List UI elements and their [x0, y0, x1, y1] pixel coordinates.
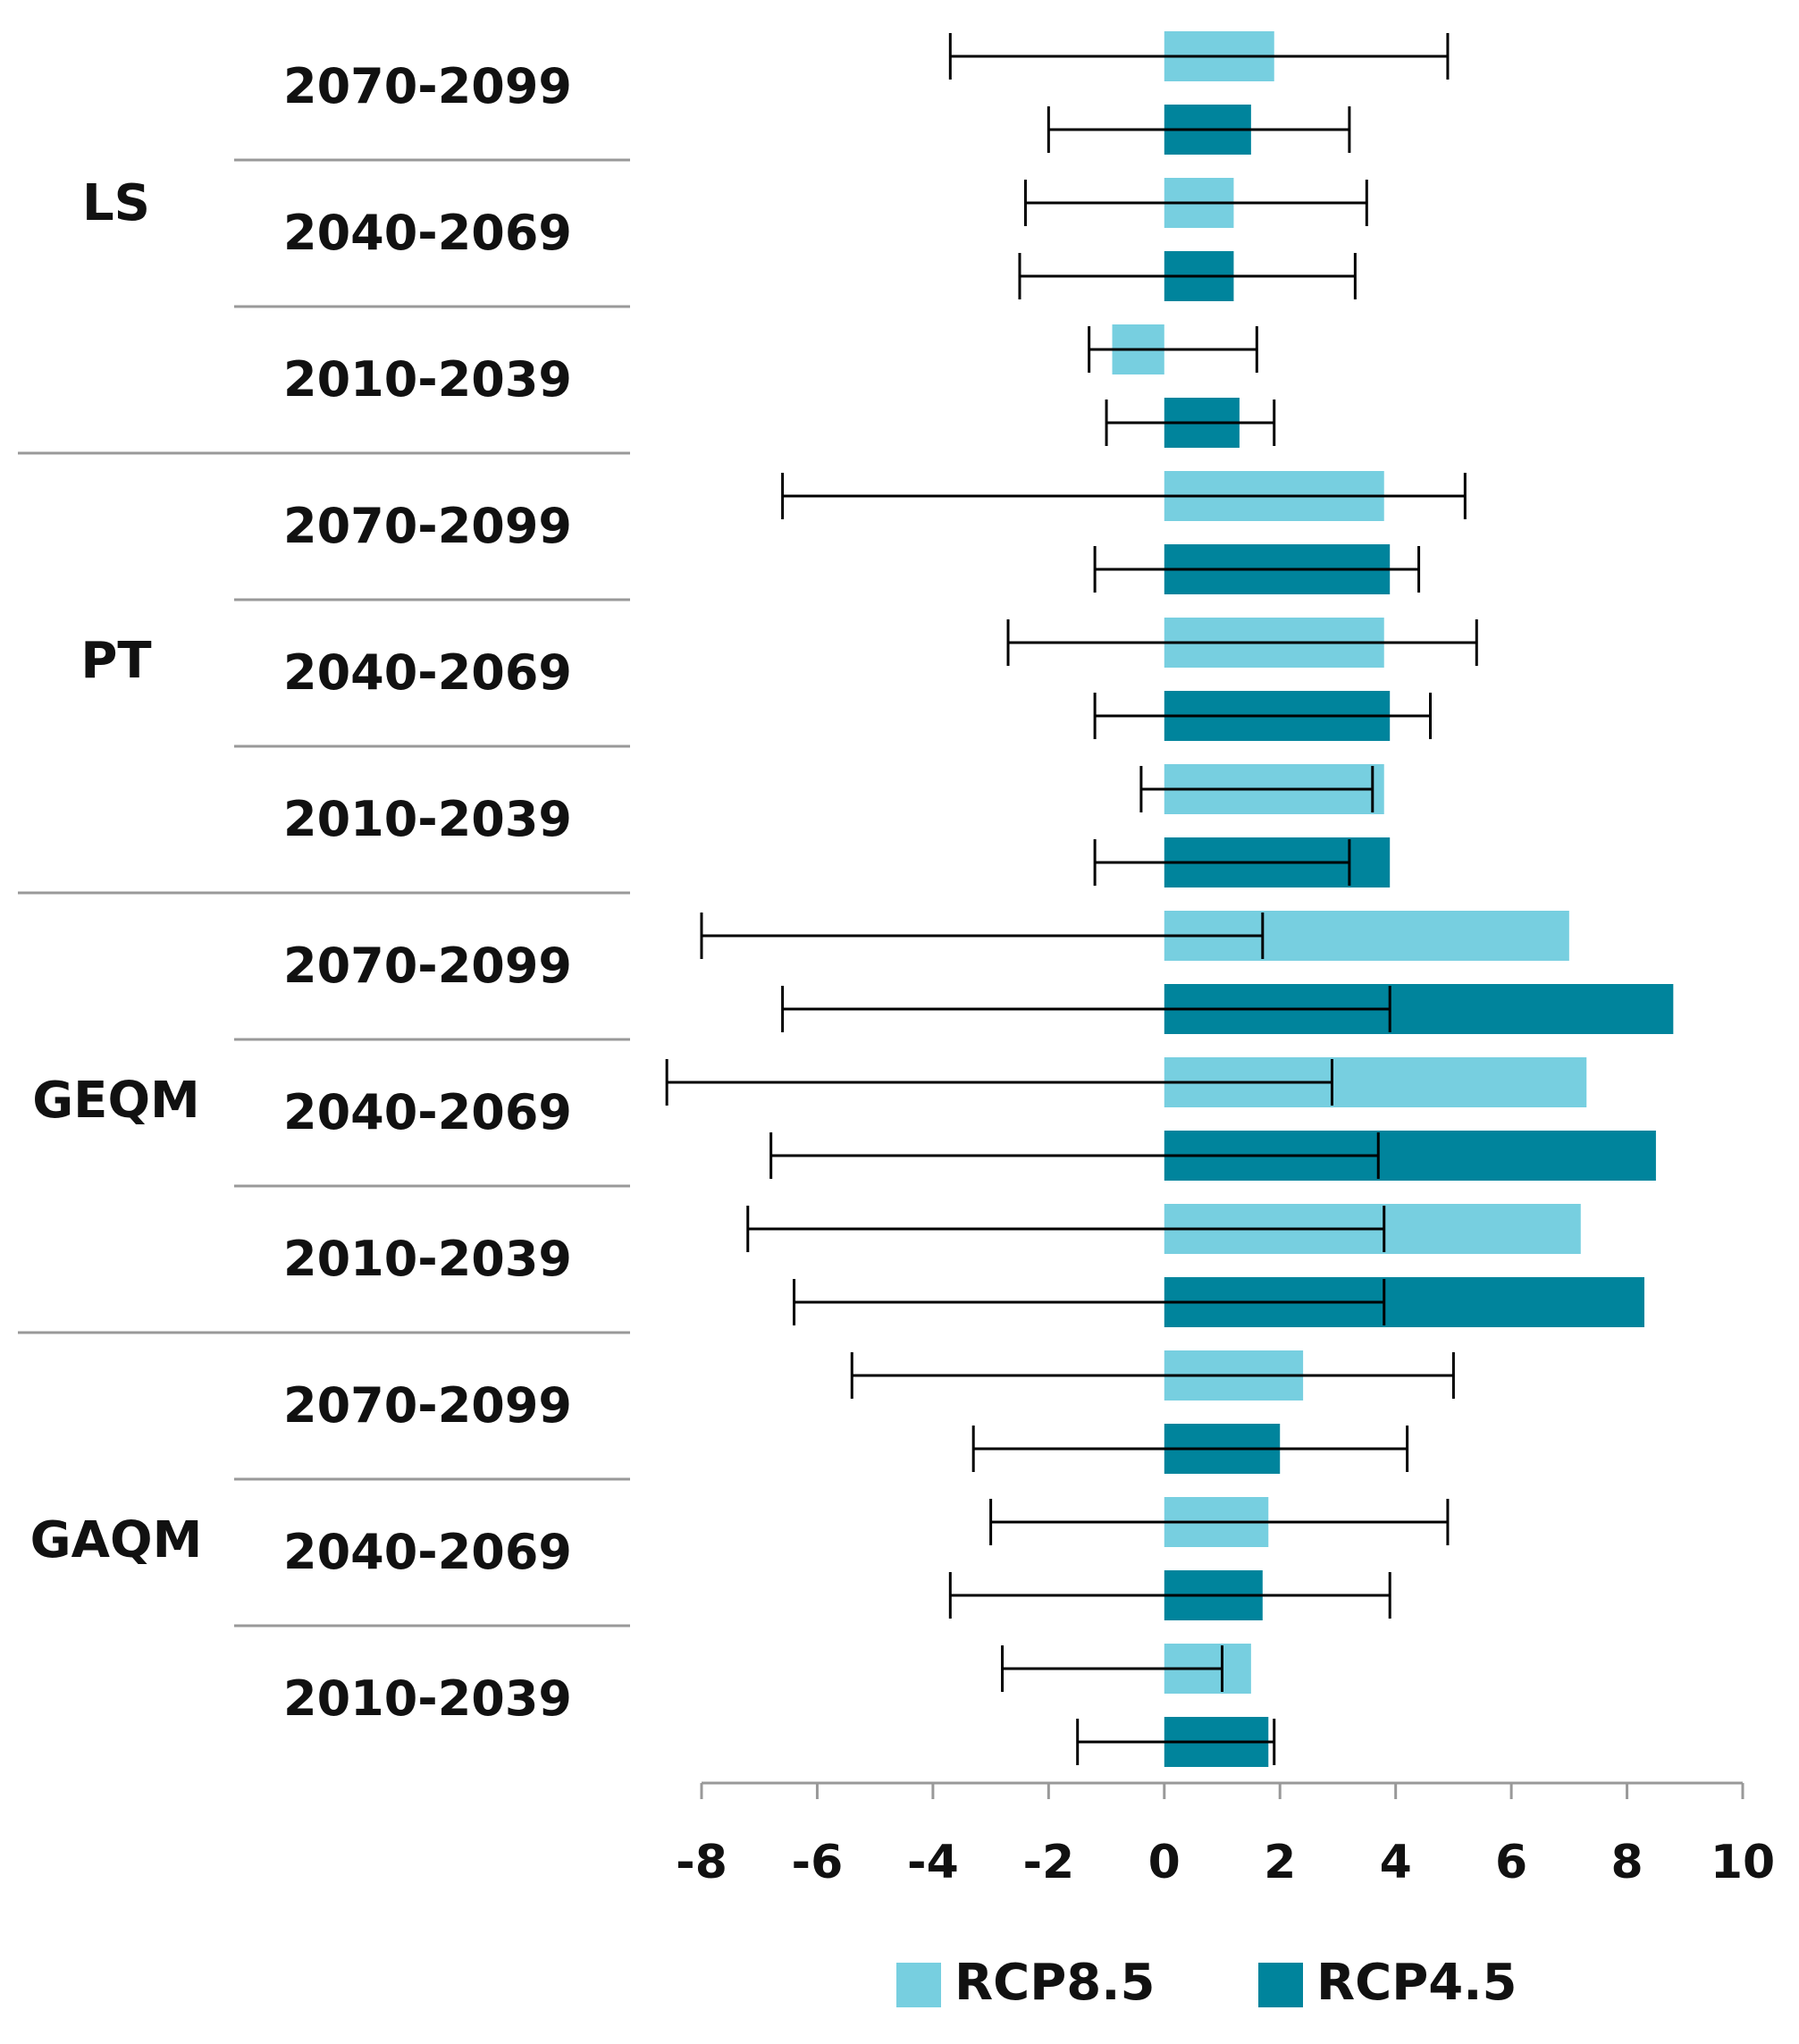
period-label: 2070-2099	[283, 1377, 572, 1434]
chart: LS 2070-2099 2040-2069 2010-2039 PT 2070-2099…	[0, 0, 1799, 2040]
x-tick-label: 0	[1148, 1836, 1181, 1889]
period-label: 2010-2039	[283, 1670, 572, 1727]
group-label: PT	[80, 632, 151, 690]
period-label: 2010-2039	[283, 791, 572, 847]
x-tick-label: 2	[1264, 1836, 1296, 1889]
period-label: 2070-2099	[283, 498, 572, 554]
group-label: GEQM	[32, 1072, 200, 1130]
x-tick-label: -4	[907, 1836, 959, 1889]
period-label: 2070-2099	[283, 938, 572, 994]
legend-swatch-rcp4-5	[1258, 1963, 1303, 2007]
period-label: 2040-2069	[283, 644, 572, 701]
chart-svg: LS 2070-2099 2040-2069 2010-2039 PT 2070-2099…	[0, 0, 1799, 2040]
x-tick-label: -8	[676, 1836, 727, 1889]
period-label: 2040-2069	[283, 1524, 572, 1580]
legend-label: RCP4.5	[1316, 1954, 1517, 2012]
x-tick-label: 10	[1711, 1836, 1775, 1889]
x-tick-label: -6	[792, 1836, 844, 1889]
legend-label: RCP8.5	[954, 1954, 1155, 2012]
period-label: 2010-2039	[283, 1231, 572, 1287]
x-tick-label: 6	[1495, 1836, 1527, 1889]
legend-swatch-rcp8-5	[896, 1963, 941, 2007]
x-tick-label: 4	[1380, 1836, 1412, 1889]
x-tick-label: 8	[1610, 1836, 1643, 1889]
group-label: GAQM	[30, 1511, 203, 1569]
group-label: LS	[82, 174, 150, 232]
period-label: 2040-2069	[283, 1084, 572, 1140]
period-label: 2040-2069	[283, 205, 572, 261]
period-label: 2070-2099	[283, 58, 572, 114]
period-label: 2010-2039	[283, 351, 572, 408]
x-tick-label: -2	[1022, 1836, 1074, 1889]
